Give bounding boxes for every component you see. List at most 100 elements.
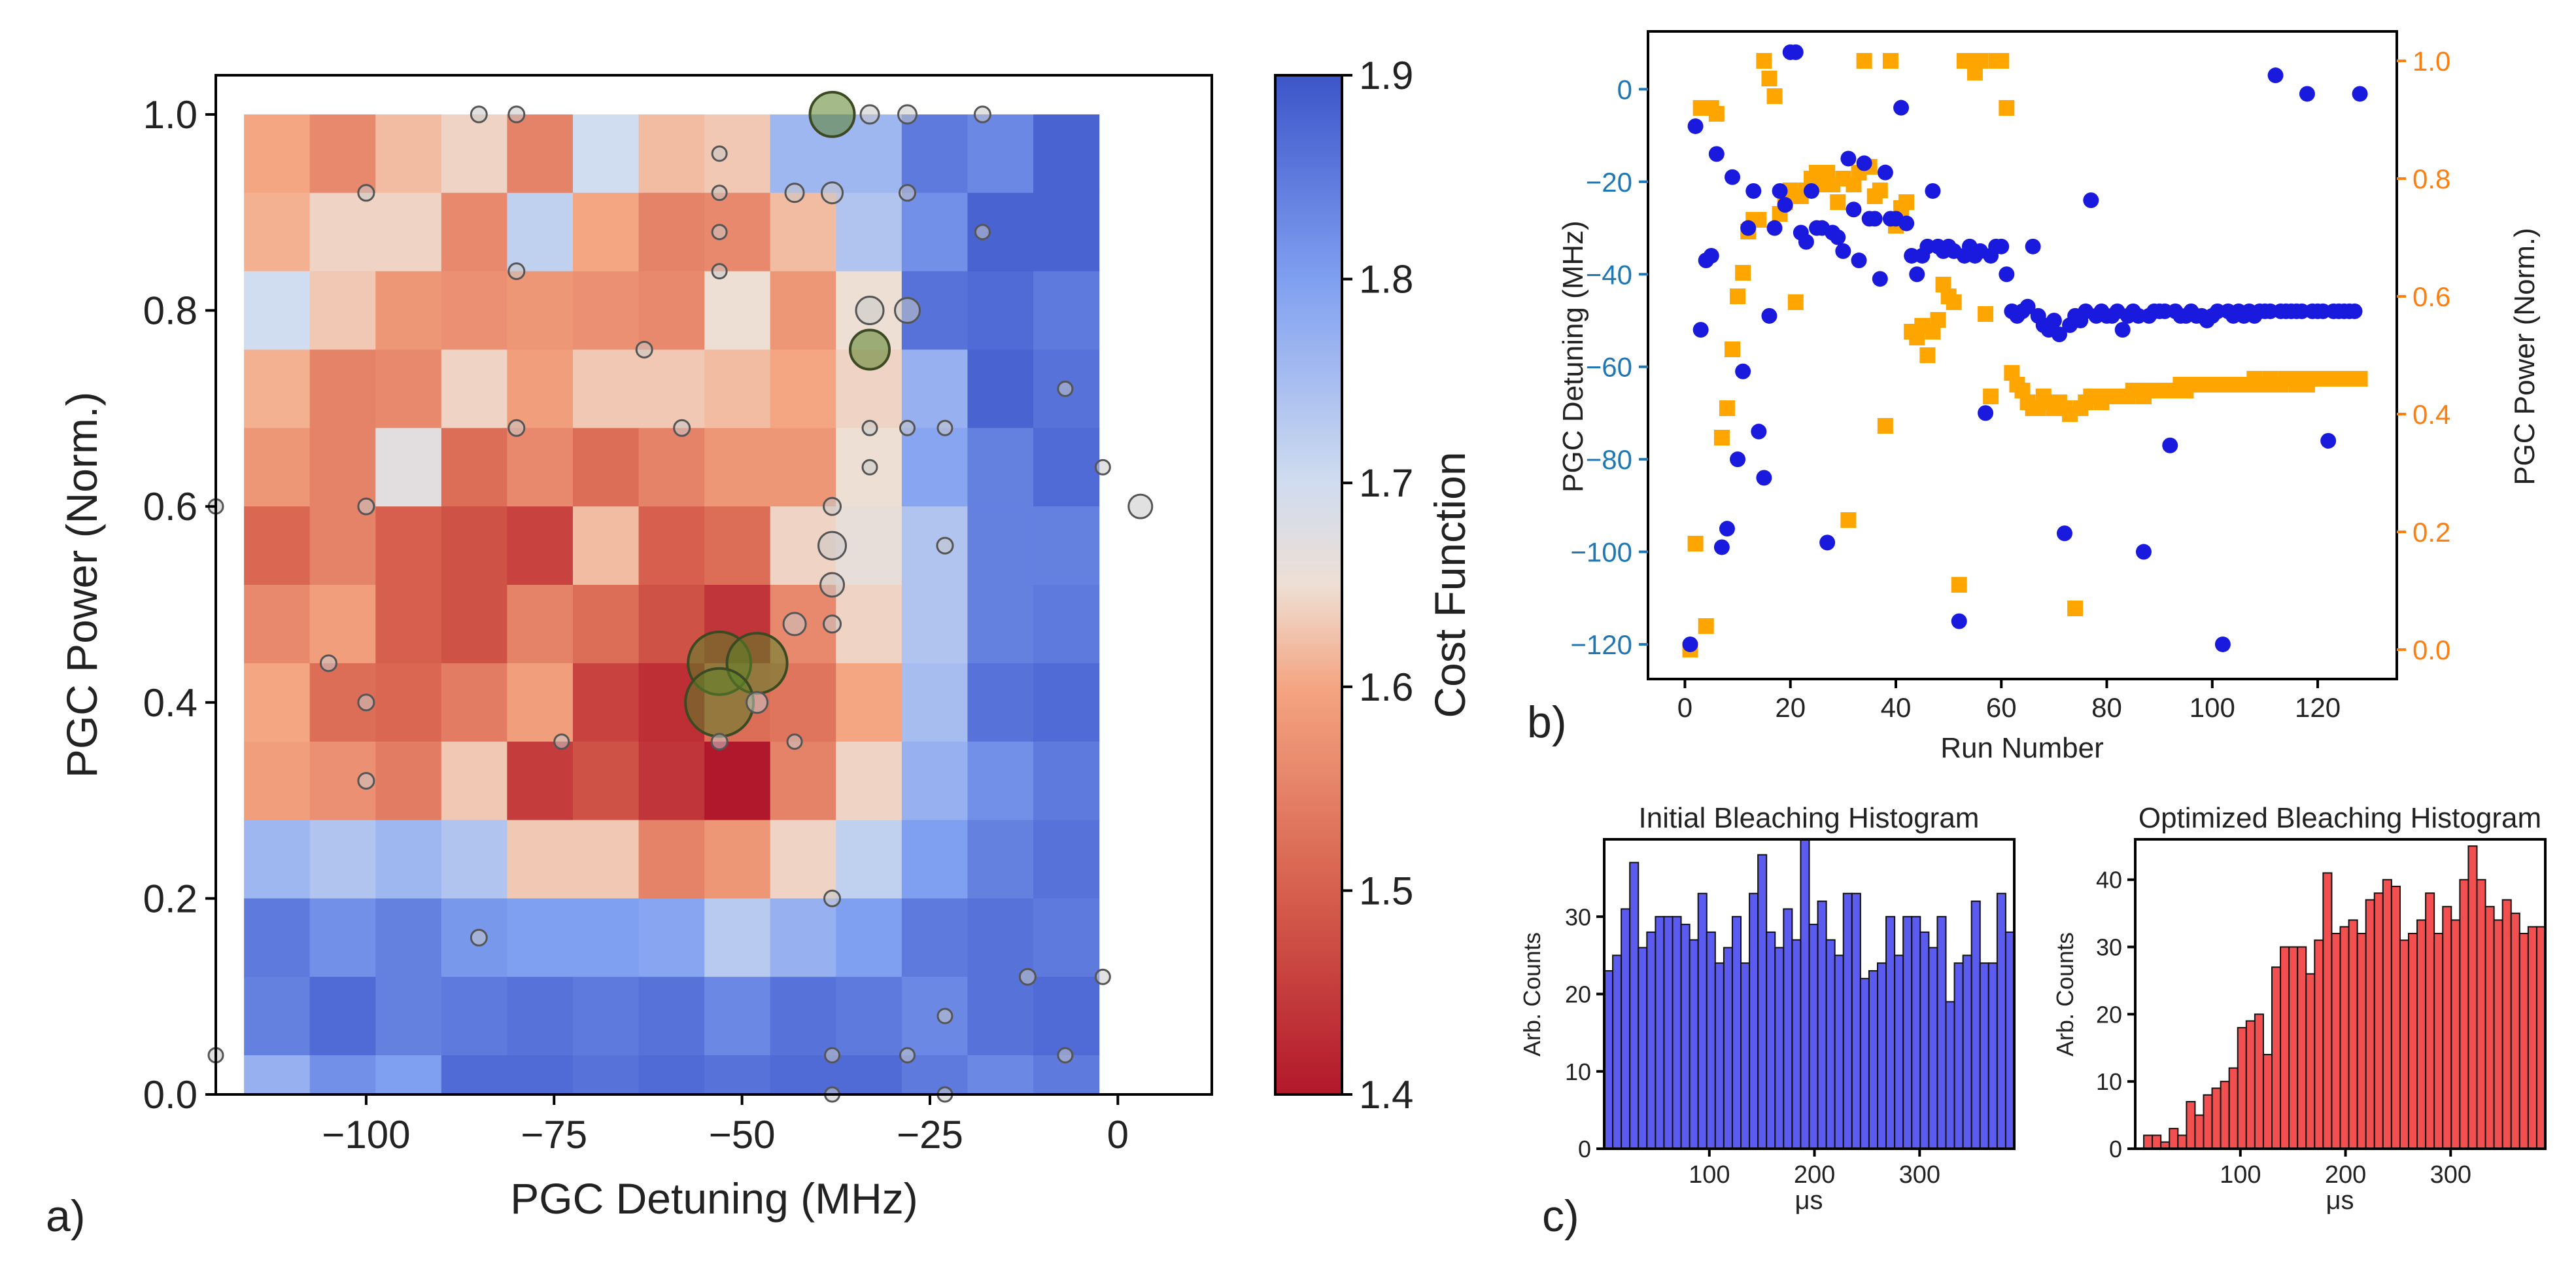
heatmap-cell (244, 1055, 311, 1095)
initial-histogram-title: Initial Bleaching Histogram (1639, 802, 1980, 834)
heatmap-cells (244, 114, 1100, 1095)
detuning-point (2320, 432, 2337, 449)
heatmap-cell (638, 977, 705, 1056)
heatmap-cell (901, 585, 969, 664)
panel-label-c: c) (1542, 1191, 1579, 1241)
heatmap-cell (244, 977, 311, 1056)
sample-point (357, 497, 375, 515)
power-point (1930, 312, 1946, 328)
heatmap-cell (441, 585, 508, 664)
histogram-bar (2348, 919, 2358, 1150)
detuning-point (1730, 451, 1746, 468)
histogram-bar (2331, 932, 2341, 1150)
heatmap-cell (770, 428, 836, 507)
detuning-point (2051, 326, 2067, 343)
y-tick-label: 0.2 (143, 877, 197, 920)
heatmap-cell (836, 663, 902, 742)
sample-point (673, 419, 691, 437)
power-point (1983, 389, 1999, 404)
histogram-bar (2237, 1026, 2247, 1150)
detuning-point (1756, 470, 1772, 486)
detuning-point (1725, 169, 1741, 185)
detuning-point (1893, 99, 1910, 116)
x-tick-label: 20 (1775, 692, 1806, 723)
y-tick-label: 0 (1578, 1136, 1591, 1162)
histogram-bar (1757, 854, 1768, 1150)
left-y-tick-label: −80 (1586, 444, 1632, 475)
power-point (1856, 53, 1872, 69)
heatmap-cell (638, 1055, 705, 1095)
sample-point (507, 419, 526, 437)
heatmap-cell (638, 114, 705, 194)
optimized-histogram-frame (2134, 838, 2547, 1150)
right-y-tick-label: 0.0 (2413, 635, 2450, 665)
heatmap-cell (967, 349, 1034, 428)
heatmap-cell (441, 271, 508, 351)
detuning-point (1819, 534, 1836, 551)
power-point (1735, 265, 1751, 281)
histogram-bar (2322, 872, 2333, 1150)
y-tick-label: 20 (2096, 1001, 2122, 1028)
heatmap-cell (244, 349, 311, 428)
histogram-bar (1885, 916, 1896, 1149)
x-tick-label: 80 (2091, 692, 2122, 723)
heatmap-cell (704, 349, 771, 428)
histogram-bar (2271, 966, 2282, 1149)
heatmap-cell (638, 898, 705, 977)
sample-point (936, 419, 953, 436)
heatmap-cell (1033, 114, 1100, 194)
histogram-bar (1911, 916, 1921, 1149)
heatmap-cell (1033, 506, 1100, 585)
colorbar-tick-label: 1.8 (1359, 258, 1413, 302)
colorbar-ticks: 1.4 1.5 1.6 1.7 1.8 1.9 (1342, 54, 1413, 1117)
x-tick-label: 0 (1107, 1113, 1129, 1157)
power-point (1840, 512, 1857, 528)
heatmap-cell (901, 114, 969, 194)
y-tick-label: 30 (2096, 934, 2122, 961)
detuning-point (2114, 322, 2131, 338)
detuning-point (1840, 150, 1857, 167)
power-point (1719, 400, 1735, 416)
heatmap-cell (901, 663, 969, 742)
sample-point (819, 572, 846, 598)
histogram-bar (1800, 839, 1810, 1149)
sample-points (207, 90, 1154, 1103)
power-point (1730, 288, 1746, 304)
right-y-tick-label: 0.2 (2413, 517, 2450, 548)
heatmap-cell (704, 428, 771, 507)
histogram-bar (2527, 926, 2537, 1150)
sample-point (553, 733, 570, 750)
power-point (1713, 430, 1730, 445)
optimized-histogram-y-ticks: 0 10 20 30 40 (2096, 867, 2135, 1162)
detuning-point (1803, 183, 1819, 199)
histogram-bar (2297, 946, 2307, 1149)
heatmap-cell (507, 192, 574, 272)
histogram-bar (1680, 924, 1691, 1149)
optimized-histogram-y-label: Arb. Counts (2052, 932, 2078, 1057)
heatmap-cell (507, 271, 574, 351)
histogram-bar (2254, 1013, 2264, 1149)
scatter-x-label: Run Number (1940, 732, 2103, 764)
sample-point (782, 612, 807, 637)
colorbar (1274, 74, 1343, 1096)
optimized-histogram-panel: 100 200 300 0 10 20 30 40 Optimized Bleaching … (2052, 802, 2547, 1215)
heatmap-cell (375, 820, 442, 899)
heatmap-cell (1033, 585, 1100, 664)
power-point (1756, 53, 1772, 69)
heatmap-cell (638, 820, 705, 899)
initial-histogram-panel: 100 200 300 0 10 20 30 Initial Bleaching Hist… (1519, 802, 2016, 1215)
histogram-bar (2152, 1134, 2162, 1150)
colorbar-tick-label: 1.5 (1359, 869, 1413, 913)
sample-point (507, 105, 526, 124)
sample-point (786, 733, 803, 750)
heatmap-cell (507, 349, 574, 428)
heatmap-cell (309, 820, 376, 899)
heatmap-cell (770, 271, 836, 351)
heatmap-cell (901, 349, 969, 428)
heatmap-cell (375, 898, 442, 977)
heatmap-y-label: PGC Power (Norm.) (58, 392, 106, 778)
y-tick-label: 0.0 (143, 1073, 197, 1117)
power-point (1919, 347, 1936, 363)
power-point (1698, 618, 1714, 634)
heatmap-cell (375, 428, 442, 507)
